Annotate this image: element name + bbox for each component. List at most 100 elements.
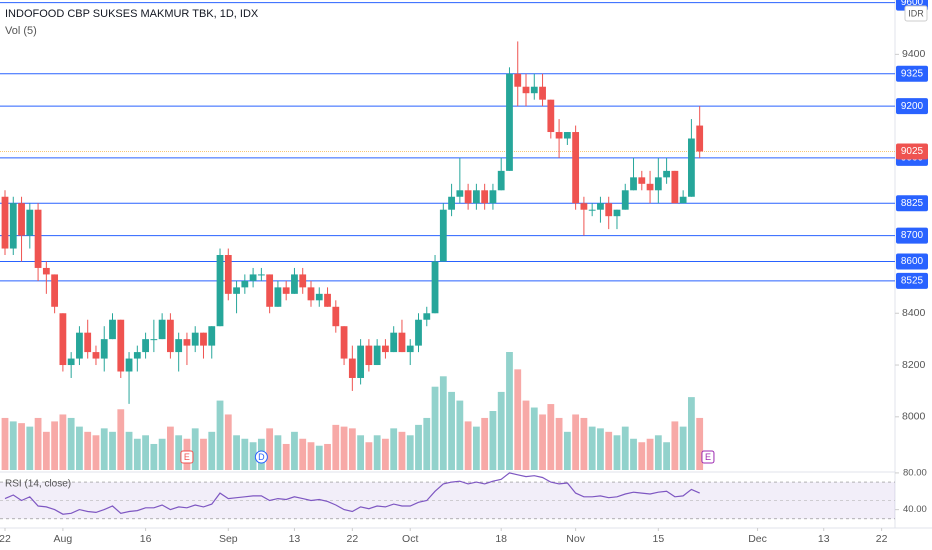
candle-body <box>315 293 323 301</box>
candle-body <box>456 190 464 197</box>
volume-bar <box>167 426 174 470</box>
candle-body <box>42 267 50 275</box>
volume-bar <box>249 442 257 470</box>
event-marker <box>254 450 268 464</box>
candle-body <box>464 190 472 204</box>
level-box <box>896 195 928 212</box>
volume-bar <box>555 417 563 470</box>
level-box <box>896 227 928 244</box>
event-marker <box>701 450 715 464</box>
candle-body <box>348 358 356 378</box>
candle-body <box>133 352 141 359</box>
candle-body <box>605 203 613 217</box>
candle-body <box>439 209 447 262</box>
volume-bar <box>67 417 75 470</box>
candle-body <box>373 345 381 366</box>
currency[interactable]: IDR <box>908 8 924 18</box>
volume-bar <box>133 438 141 470</box>
volume-bar <box>514 369 522 470</box>
volume-bar <box>630 438 637 470</box>
candle-body <box>18 203 25 236</box>
volume-bar <box>621 426 629 470</box>
volume-bar <box>580 417 588 470</box>
event-label: D <box>258 452 265 462</box>
volume-bar <box>150 443 158 470</box>
event-label: E <box>705 452 711 462</box>
candle-body <box>142 339 149 353</box>
volume-bar <box>18 423 25 470</box>
x-tick-label: 15 <box>652 533 664 545</box>
last-price-box <box>896 143 928 160</box>
volume-bar <box>688 397 695 470</box>
event-marker <box>180 450 194 464</box>
candle-body <box>233 287 240 294</box>
volume-bar <box>100 428 108 470</box>
volume-bar <box>539 414 546 470</box>
candle-body <box>34 209 42 268</box>
volume-bar <box>423 417 431 470</box>
volume-bar <box>439 376 447 470</box>
candle-body <box>117 319 125 372</box>
level-label: 9200 <box>901 101 924 112</box>
candle-body <box>415 319 422 346</box>
candle-body <box>597 203 604 210</box>
volume-bar <box>696 417 704 470</box>
volume-bar <box>489 411 497 470</box>
candle-body <box>472 190 480 204</box>
level-label: 9325 <box>901 68 924 79</box>
candle-body <box>183 339 191 346</box>
volume-bar <box>481 417 489 470</box>
candle-body <box>506 73 513 171</box>
candle-body <box>282 287 290 294</box>
volume-bar <box>266 428 274 470</box>
candle-body <box>547 99 555 133</box>
volume-bar <box>357 435 365 470</box>
volume-bar <box>506 352 513 470</box>
level-box <box>896 65 928 82</box>
x-tick-label: 13 <box>289 533 301 545</box>
candle-body <box>522 86 530 94</box>
candle-body <box>100 339 108 359</box>
candle-body <box>158 319 166 340</box>
candle-body <box>109 319 116 340</box>
candle-body <box>539 86 546 100</box>
level-box <box>896 253 928 270</box>
volume-bar <box>1 417 9 470</box>
volume-bar <box>175 435 183 470</box>
currency-box[interactable] <box>904 5 928 22</box>
candle-body <box>216 255 224 327</box>
volume-bar <box>365 442 373 470</box>
candle-body <box>257 274 265 276</box>
volume-bar <box>332 424 340 470</box>
x-tick-label: 22 <box>876 533 888 545</box>
level-box <box>896 272 928 289</box>
level-box <box>896 98 928 115</box>
level-label: 8600 <box>901 256 924 267</box>
candle-body <box>175 339 183 353</box>
x-tick-label: Aug <box>54 533 73 545</box>
volume-bar <box>671 421 679 470</box>
x-tick-label: 22 <box>0 533 11 545</box>
x-tick-label: 22 <box>346 533 358 545</box>
event-label: E <box>184 452 190 462</box>
volume-bar <box>117 409 125 470</box>
candle-body <box>572 132 580 204</box>
volume-bar <box>241 438 249 470</box>
volume-bar <box>547 404 555 470</box>
candle-body <box>150 339 158 341</box>
volume-bar <box>382 438 389 470</box>
candle-body <box>646 183 654 191</box>
rsi-line <box>4 472 700 515</box>
volume-bar <box>59 414 67 470</box>
volume-bar <box>398 431 406 470</box>
x-tick-label: Oct <box>402 533 418 545</box>
candle-body <box>530 86 538 94</box>
candle-body <box>167 319 174 353</box>
volume-label: Vol (5) <box>5 25 37 37</box>
volume-bar <box>34 417 42 470</box>
candle-body <box>497 170 505 191</box>
candle-body <box>588 209 596 211</box>
candle-body <box>241 280 249 288</box>
volume-bar <box>464 421 472 470</box>
